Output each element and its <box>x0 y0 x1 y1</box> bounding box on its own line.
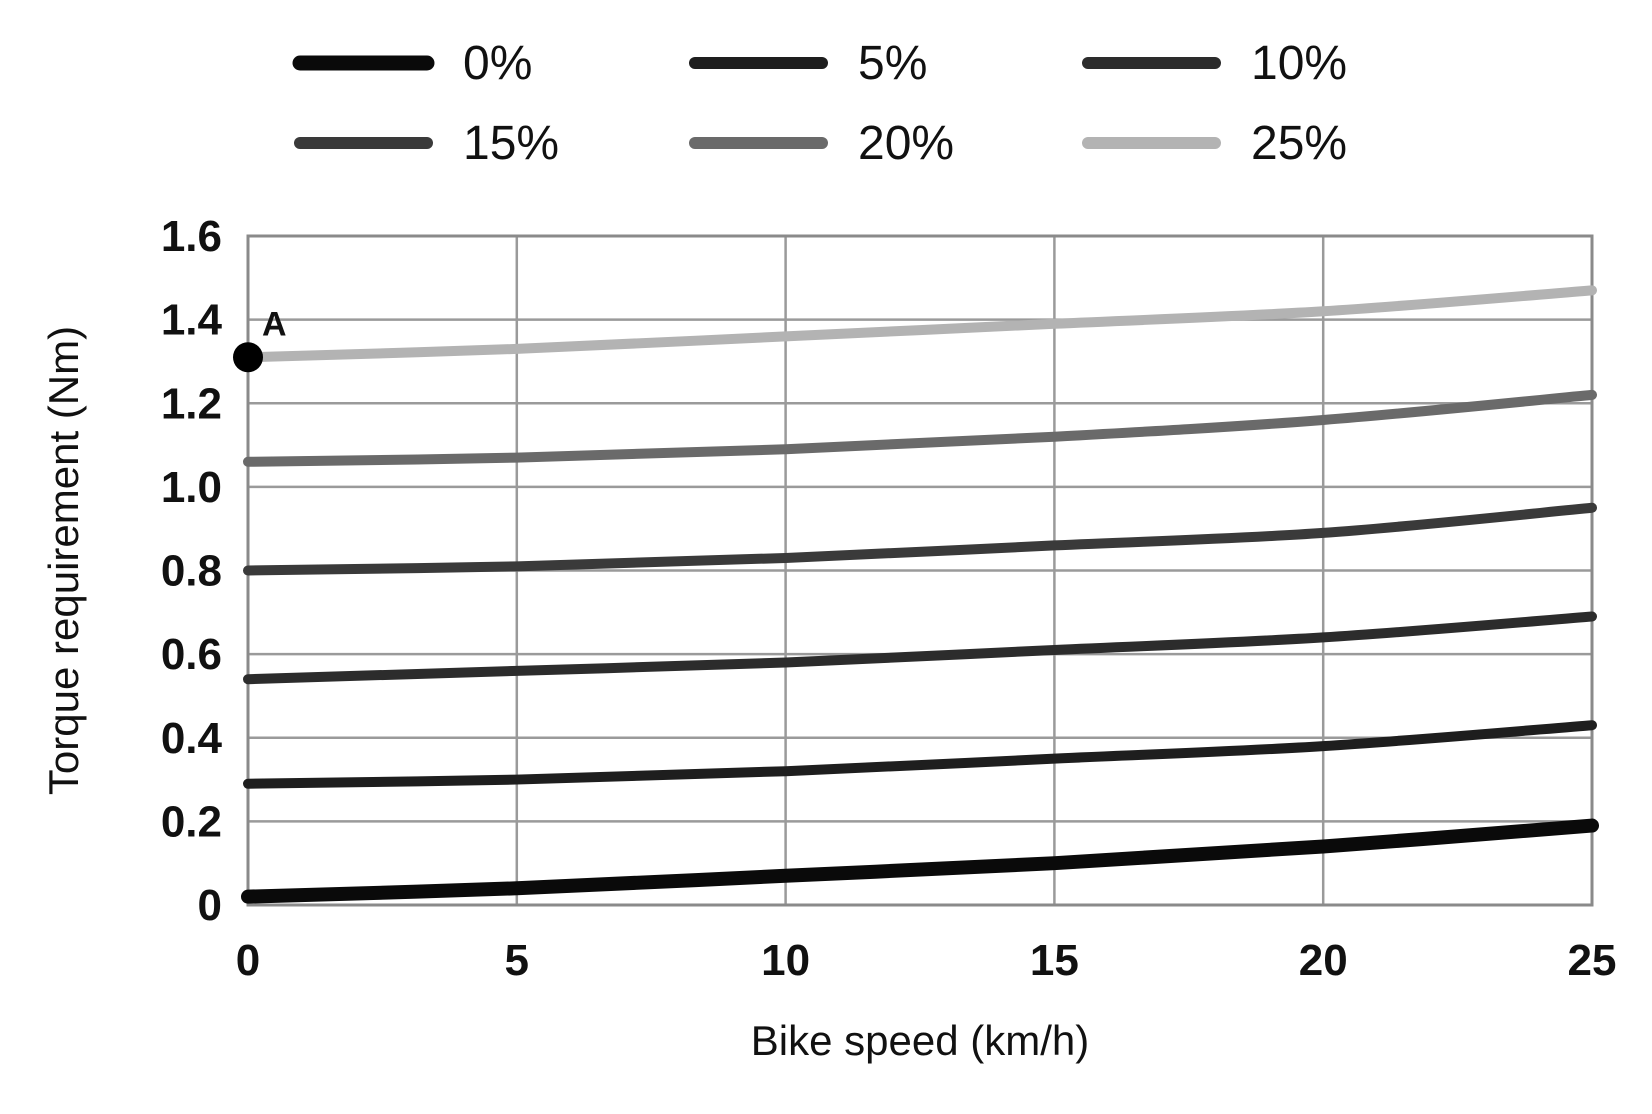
legend-label-15pct: 15% <box>463 117 559 170</box>
y-axis-title: Torque requirement (Nm) <box>40 326 87 795</box>
y-tick-label-1-6: 1.6 <box>161 212 222 261</box>
legend-item-20pct: 20% <box>689 117 954 170</box>
annotations: A <box>233 305 287 373</box>
y-tick-label-0-6: 0.6 <box>161 630 222 679</box>
legend: 0% 5% 10% 15% 20% 25% <box>292 37 1347 170</box>
legend-item-0pct: 0% <box>292 37 532 90</box>
axes: 0 0.2 0.4 0.6 0.8 1.0 1.2 1.4 1.6 0 5 10 15 20 25 Bike … <box>40 212 1616 1064</box>
y-tick-label-0-2: 0.2 <box>161 797 222 846</box>
y-tick-label-1-0: 1.0 <box>161 463 222 512</box>
x-tick-label-5: 5 <box>505 936 529 985</box>
annotation-point-A <box>233 342 263 373</box>
y-tick-label-0-4: 0.4 <box>161 714 223 763</box>
legend-label-0pct: 0% <box>463 37 532 90</box>
legend-label-5pct: 5% <box>858 37 927 90</box>
y-tick-label-1-2: 1.2 <box>161 379 222 428</box>
y-tick-label-1-4: 1.4 <box>161 296 223 345</box>
y-tick-label-0: 0 <box>198 881 222 930</box>
legend-item-10pct: 10% <box>1082 37 1347 90</box>
series-line-15pct <box>243 502 1597 576</box>
series-line-20pct <box>243 389 1597 467</box>
legend-label-10pct: 10% <box>1251 37 1347 90</box>
y-tick-label-0-8: 0.8 <box>161 547 222 596</box>
legend-item-25pct: 25% <box>1082 117 1347 170</box>
x-tick-label-0: 0 <box>236 936 260 985</box>
annotation-label-A: A <box>262 305 287 343</box>
x-axis-title: Bike speed (km/h) <box>751 1017 1089 1064</box>
series-line-10pct <box>243 611 1597 685</box>
legend-item-15pct: 15% <box>294 117 559 170</box>
x-tick-label-25: 25 <box>1568 936 1617 985</box>
legend-item-5pct: 5% <box>689 37 927 90</box>
series-line-0pct <box>241 818 1599 904</box>
legend-label-20pct: 20% <box>858 117 954 170</box>
legend-label-25pct: 25% <box>1251 117 1347 170</box>
series-lines <box>241 285 1599 904</box>
series-line-25pct <box>243 285 1597 363</box>
x-tick-label-20: 20 <box>1299 936 1348 985</box>
x-tick-label-10: 10 <box>761 936 810 985</box>
series-line-5pct <box>243 720 1597 789</box>
x-tick-label-15: 15 <box>1030 936 1079 985</box>
